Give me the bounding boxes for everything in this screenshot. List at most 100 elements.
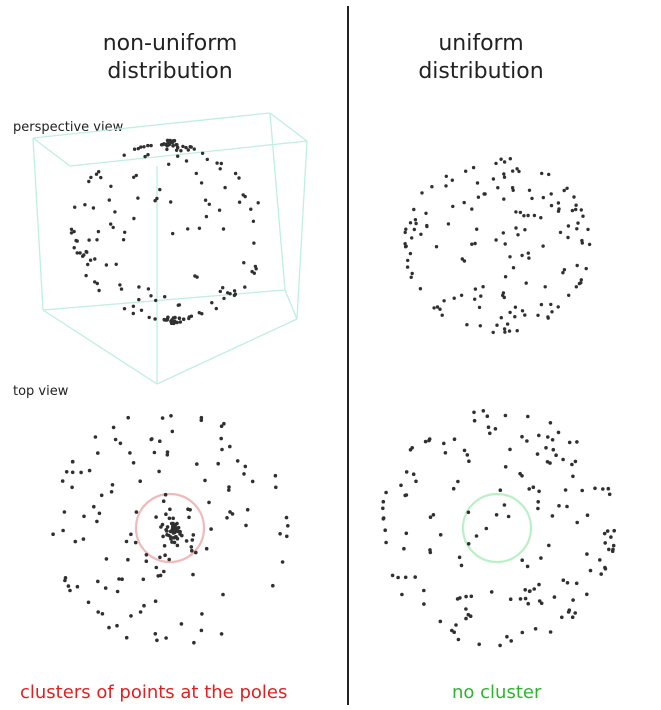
point <box>220 447 224 452</box>
point <box>91 206 96 210</box>
point <box>169 200 173 204</box>
point <box>214 306 218 311</box>
point <box>482 192 486 196</box>
point <box>518 597 523 601</box>
point <box>494 238 498 242</box>
point <box>511 169 515 173</box>
point <box>124 539 129 544</box>
point <box>532 213 537 218</box>
point <box>491 177 496 181</box>
point <box>459 563 464 568</box>
point <box>199 628 204 633</box>
point <box>435 305 440 309</box>
point <box>460 257 464 261</box>
point <box>51 532 55 536</box>
point <box>217 208 222 212</box>
point <box>86 262 90 267</box>
point <box>97 288 101 293</box>
point <box>477 305 482 310</box>
point <box>462 200 466 205</box>
point <box>161 499 166 504</box>
point <box>109 222 113 226</box>
point <box>611 547 615 552</box>
perspective-cube <box>32 112 308 385</box>
point <box>526 601 530 606</box>
point <box>440 313 444 317</box>
point <box>256 201 260 205</box>
point <box>574 203 578 207</box>
point <box>141 577 146 582</box>
point <box>563 488 568 492</box>
point <box>572 195 576 199</box>
point <box>567 440 572 445</box>
point <box>603 541 607 545</box>
point <box>513 305 518 309</box>
point <box>273 473 278 478</box>
point <box>167 516 172 521</box>
point <box>472 418 477 423</box>
point <box>154 565 159 570</box>
point <box>244 523 248 528</box>
point <box>68 588 72 593</box>
point <box>160 416 165 420</box>
point <box>575 520 579 525</box>
point <box>173 315 177 320</box>
point <box>465 453 470 457</box>
point <box>162 569 166 574</box>
point <box>560 615 564 620</box>
point <box>539 216 543 220</box>
point <box>171 144 175 148</box>
point <box>540 171 544 176</box>
point <box>149 143 153 148</box>
point <box>598 558 602 562</box>
point <box>475 181 480 185</box>
point <box>99 175 103 180</box>
point <box>556 430 561 435</box>
point <box>163 553 167 557</box>
point <box>494 513 499 517</box>
point <box>184 145 188 150</box>
point <box>118 283 122 287</box>
point <box>503 465 508 469</box>
point <box>157 469 161 474</box>
point <box>501 293 505 298</box>
point <box>516 233 520 237</box>
point <box>541 244 545 248</box>
uniform-perspective-points <box>403 157 592 335</box>
point <box>69 227 74 231</box>
point <box>79 470 83 475</box>
point <box>163 318 168 322</box>
point <box>498 488 503 493</box>
point <box>144 559 149 563</box>
point <box>174 535 178 539</box>
point <box>93 435 98 439</box>
point <box>527 256 531 260</box>
point <box>403 575 408 580</box>
point <box>581 214 585 218</box>
point <box>60 479 65 483</box>
point <box>227 488 231 492</box>
point <box>574 207 578 212</box>
point <box>404 470 409 474</box>
point <box>69 231 74 235</box>
point <box>575 227 579 231</box>
point <box>601 487 605 491</box>
point <box>176 525 181 530</box>
point <box>599 572 603 576</box>
point <box>187 316 191 321</box>
point <box>195 462 199 466</box>
point <box>423 439 428 444</box>
point <box>502 160 507 164</box>
point <box>535 452 540 456</box>
point <box>85 250 89 254</box>
point <box>204 214 209 219</box>
point <box>503 275 508 279</box>
point <box>550 438 555 442</box>
point <box>428 548 432 552</box>
point <box>75 251 79 255</box>
point <box>508 447 512 452</box>
point <box>579 208 583 212</box>
point <box>192 147 196 151</box>
point <box>450 178 454 182</box>
